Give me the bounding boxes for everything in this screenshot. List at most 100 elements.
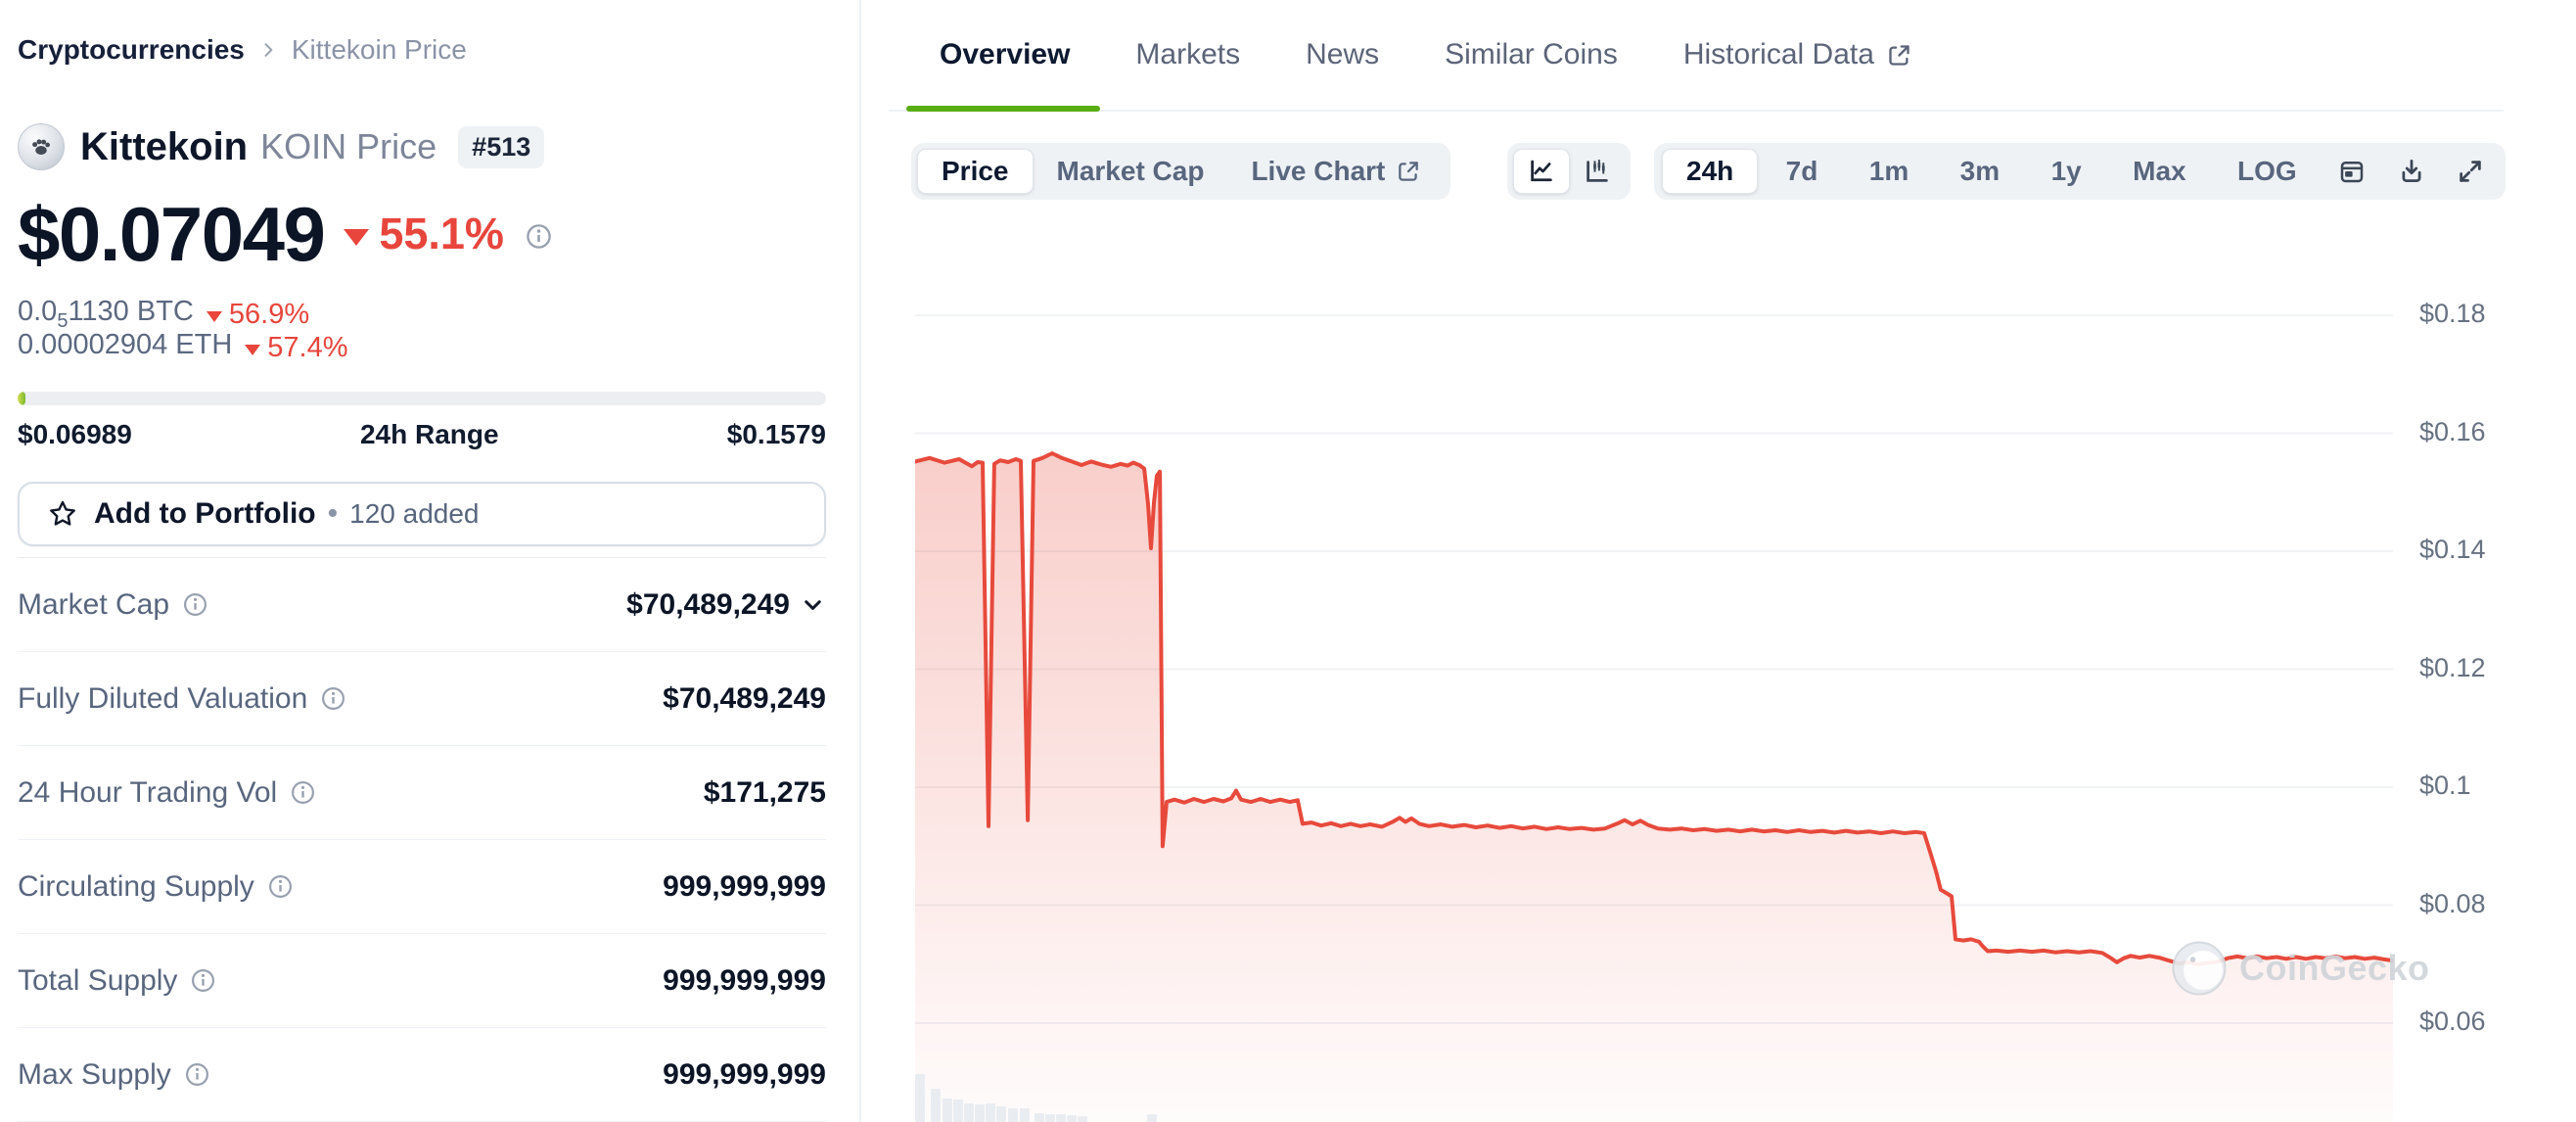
stat-row-fully-diluted-valuation: Fully Diluted Valuation $70,489,249 [18, 652, 826, 746]
stat-row-circulating-supply: Circulating Supply 999,999,999 [18, 840, 826, 934]
stat-label: Fully Diluted Valuation [18, 681, 308, 715]
fullscreen-button[interactable] [2443, 149, 2498, 194]
btc-down-triangle-icon [206, 310, 222, 322]
metric-segmented-control: Price Market Cap Live Chart [911, 143, 1451, 200]
stat-label: Max Supply [18, 1057, 171, 1091]
coin-header: Kittekoin KOIN Price #513 [18, 123, 826, 170]
range-24h-button[interactable]: 24h [1662, 149, 1759, 194]
range-1m-button[interactable]: 1m [1846, 149, 1932, 194]
tab-markets[interactable]: Markets [1135, 38, 1241, 70]
log-scale-button[interactable]: LOG [2214, 149, 2321, 194]
price-down-triangle-icon [344, 228, 370, 246]
watermark-text: CoinGecko [2239, 948, 2430, 988]
btc-change-percent: 56.9% [228, 298, 310, 330]
breadcrumb-chevron-icon [264, 43, 273, 57]
volume-bar [996, 1106, 1006, 1122]
tab-historical-data[interactable]: Historical Data [1683, 0, 1912, 110]
coingecko-logo-icon [2172, 941, 2227, 996]
volume-bar [1019, 1108, 1030, 1122]
range-max-button[interactable]: Max [2109, 149, 2209, 194]
price-row: $0.07049 55.1% [18, 191, 826, 277]
volume-bar [1045, 1114, 1055, 1122]
info-icon[interactable] [189, 966, 217, 995]
range-low: $0.06989 [18, 419, 132, 449]
breadcrumb-item-coin-price: Kittekoin Price [291, 34, 467, 65]
stat-row-max-supply: Max Supply 999,999,999 [18, 1028, 826, 1122]
tab-news[interactable]: News [1306, 38, 1380, 70]
market-cap-expand-chevron-icon[interactable] [800, 591, 826, 618]
info-icon[interactable] [266, 872, 295, 901]
volume-bar [975, 1104, 985, 1122]
line-chart-type-button[interactable] [1513, 149, 1570, 194]
info-icon[interactable] [183, 1060, 211, 1089]
info-icon[interactable] [181, 590, 209, 619]
price-chart-canvas [915, 314, 2393, 1122]
stat-value: 999,999,999 [663, 1057, 826, 1091]
y-axis-tick-label: $0.1 [2419, 771, 2471, 800]
price-area-fill [915, 453, 2393, 1122]
y-axis-tick-label: $0.12 [2419, 652, 2486, 682]
coin-logo [18, 123, 65, 170]
stat-value: 999,999,999 [663, 963, 826, 997]
volume-bar [986, 1103, 995, 1122]
range-label: 24h Range [359, 419, 499, 449]
stat-label: Market Cap [18, 587, 170, 621]
info-icon[interactable] [289, 778, 317, 807]
breadcrumb: Cryptocurrencies Kittekoin Price [18, 33, 826, 67]
stat-label: 24 Hour Trading Vol [18, 775, 278, 809]
volume-bar [942, 1099, 952, 1122]
line-chart-icon [1531, 160, 1552, 182]
stat-value: $70,489,249 [663, 681, 826, 715]
download-chart-button[interactable] [2384, 149, 2439, 194]
range-7d-button[interactable]: 7d [1763, 149, 1842, 194]
candlestick-type-button[interactable] [1570, 149, 1625, 194]
time-range-segmented-control: 24h 7d 1m 3m 1y Max LOG [1654, 143, 2506, 200]
y-axis-tick-label: $0.06 [2419, 1006, 2486, 1036]
y-axis-tick-label: $0.16 [2419, 416, 2486, 446]
portfolio-added-count: 120 added [349, 498, 480, 529]
chart-type-segmented-control [1507, 143, 1631, 200]
volume-bar [1067, 1115, 1078, 1122]
metric-live-chart-button[interactable]: Live Chart [1227, 149, 1445, 194]
range-3m-button[interactable]: 3m [1937, 149, 2023, 194]
add-to-portfolio-button[interactable]: Add to Portfolio • 120 added [18, 482, 826, 546]
stats-list: Market Cap $70,489,249 Fully Diluted Val… [18, 557, 826, 1122]
stat-label: Circulating Supply [18, 869, 254, 903]
coin-price: $0.07049 [18, 190, 326, 277]
range-bar-fill [18, 392, 26, 405]
info-icon[interactable] [319, 684, 347, 713]
volume-bar [964, 1103, 974, 1122]
price-info-icon[interactable] [524, 221, 554, 252]
stat-value: 999,999,999 [663, 869, 826, 903]
coin-name: Kittekoin [80, 124, 249, 168]
date-picker-button[interactable] [2324, 149, 2379, 194]
tab-overview[interactable]: Overview [905, 0, 1101, 112]
range-1y-button[interactable]: 1y [2028, 149, 2105, 194]
volume-bar [1008, 1108, 1018, 1122]
expand-icon [2460, 161, 2481, 182]
coingecko-watermark: CoinGecko [2171, 940, 2430, 997]
metric-price-button[interactable]: Price [917, 149, 1034, 194]
metric-market-cap-button[interactable]: Market Cap [1034, 149, 1228, 194]
price-chart[interactable]: $0.18 $0.16 $0.14 $0.12 $0.1 $0.08 $0.06 CoinG… [861, 202, 2576, 1122]
eth-change-percent: 57.4% [267, 331, 348, 363]
volume-bar [1035, 1113, 1044, 1122]
volume-bar [1147, 1114, 1158, 1122]
btc-conversion-row: 0.051130 BTC 56.9% [18, 296, 826, 332]
conversion-rates: 0.051130 BTC 56.9% 0.00002904 ETH 57.4% [18, 296, 826, 364]
stat-label: Total Supply [18, 963, 178, 997]
external-link-icon [1889, 44, 1909, 66]
btc-amount: 0.051130 BTC [18, 296, 194, 332]
breadcrumb-item-cryptocurrencies[interactable]: Cryptocurrencies [18, 34, 245, 65]
eth-amount: 0.00002904 ETH [18, 329, 233, 361]
stat-row-24h-trading-vol: 24 Hour Trading Vol $171,275 [18, 746, 826, 840]
y-axis-tick-label: $0.14 [2419, 535, 2486, 564]
tab-similar-coins[interactable]: Similar Coins [1445, 38, 1618, 70]
coin-ticker-label: KOIN Price [260, 126, 437, 166]
stat-row-total-supply: Total Supply 999,999,999 [18, 934, 826, 1028]
coin-summary-panel: Cryptocurrencies Kittekoin Price Kitteko… [0, 0, 861, 1122]
candlestick-icon [1587, 160, 1608, 182]
range-high: $0.1579 [726, 419, 826, 449]
chart-panel: Overview Markets News Similar Coins Hist… [861, 0, 2576, 1122]
